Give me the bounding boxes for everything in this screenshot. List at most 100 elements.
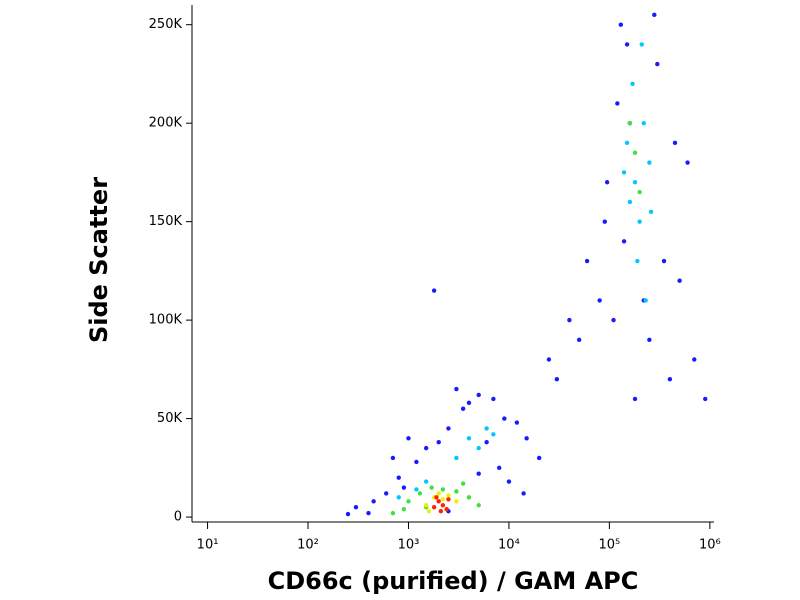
point: [414, 487, 419, 492]
point: [466, 495, 472, 500]
point: [440, 497, 446, 502]
point: [454, 489, 459, 494]
y-axis-title: Side Scatter: [85, 177, 113, 343]
x-tick-label: 10⁶: [699, 538, 721, 553]
point: [576, 337, 582, 343]
point: [454, 386, 459, 392]
point: [667, 376, 673, 382]
point: [536, 455, 542, 461]
point: [624, 140, 630, 146]
point: [615, 101, 620, 106]
point: [602, 219, 607, 224]
point: [454, 455, 459, 461]
point: [491, 432, 496, 437]
point: [661, 258, 667, 264]
point: [423, 445, 429, 451]
point: [431, 288, 437, 293]
point: [406, 436, 411, 441]
point: [446, 426, 451, 431]
point: [423, 503, 429, 508]
point: [604, 180, 610, 185]
point: [647, 337, 652, 343]
point: [390, 455, 396, 461]
point: [466, 436, 472, 441]
x-tick-label: 10¹: [197, 538, 219, 553]
point: [417, 491, 423, 496]
point: [491, 396, 496, 402]
y-tick-label: 0: [174, 510, 182, 525]
point: [434, 495, 439, 500]
x-tick-label: 10⁴: [498, 538, 520, 553]
point: [514, 420, 520, 425]
point: [611, 317, 616, 323]
point: [703, 396, 708, 402]
point: [652, 12, 657, 18]
y-tick-label: 50K: [157, 411, 183, 426]
point: [429, 485, 434, 490]
point: [476, 392, 481, 398]
point: [524, 436, 529, 441]
point: [366, 510, 371, 516]
point: [390, 510, 396, 516]
point: [618, 22, 624, 27]
point: [635, 258, 640, 264]
point: [383, 491, 389, 496]
point: [454, 499, 459, 504]
y-tick-label: 100K: [149, 313, 183, 328]
point: [460, 481, 466, 486]
point: [567, 317, 572, 323]
point: [436, 499, 441, 504]
point: [639, 42, 644, 47]
point: [637, 219, 642, 224]
point: [624, 42, 630, 47]
point: [396, 475, 401, 480]
point: [692, 357, 697, 362]
point: [466, 400, 472, 406]
y-tick-label: 150K: [149, 214, 183, 229]
point: [436, 440, 441, 445]
point: [584, 258, 590, 264]
point: [554, 376, 560, 382]
point: [484, 426, 489, 431]
point: [460, 406, 466, 411]
point: [597, 298, 602, 303]
point: [643, 298, 648, 303]
x-axis-title: CD66c (purified) / GAM APC: [268, 567, 639, 595]
point: [396, 495, 401, 500]
point: [632, 180, 638, 185]
point: [353, 505, 359, 510]
point: [401, 485, 407, 490]
point: [502, 416, 507, 421]
point: [521, 491, 526, 496]
point: [423, 479, 429, 484]
point: [444, 506, 449, 512]
x-tick-label: 10³: [398, 538, 420, 553]
point: [627, 199, 633, 205]
point: [648, 209, 654, 214]
y-tick-label: 200K: [149, 116, 183, 131]
point: [440, 503, 446, 508]
point: [632, 396, 638, 402]
point: [414, 459, 419, 465]
point: [647, 160, 652, 165]
point: [621, 170, 627, 175]
point: [672, 140, 678, 146]
point: [345, 511, 351, 517]
point: [426, 508, 432, 514]
x-tick-label: 10²: [297, 538, 319, 553]
point: [496, 465, 502, 471]
point: [637, 189, 642, 195]
point: [446, 493, 451, 498]
point: [506, 479, 512, 484]
point: [621, 239, 627, 244]
x-tick-label: 10⁵: [599, 538, 621, 553]
point: [436, 491, 441, 496]
point: [476, 471, 481, 476]
point: [630, 81, 635, 86]
point: [685, 160, 690, 165]
point: [476, 503, 481, 508]
point: [431, 505, 437, 510]
point: [401, 506, 407, 512]
point: [438, 508, 444, 514]
